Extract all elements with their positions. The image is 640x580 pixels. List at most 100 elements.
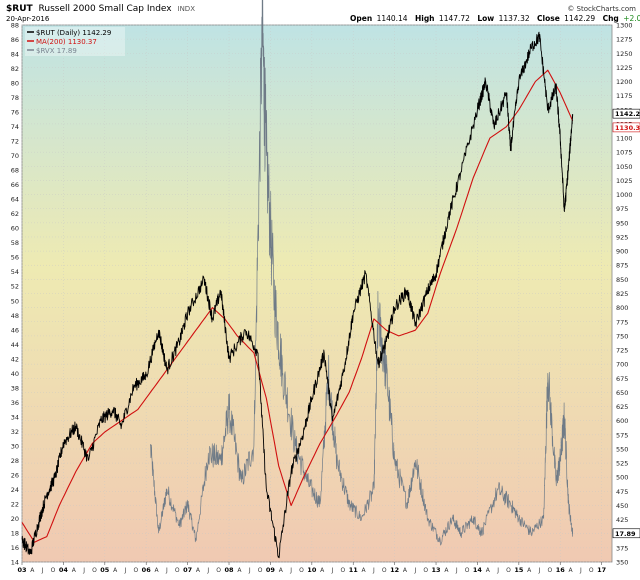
left-tick-label: 24 — [11, 486, 19, 494]
right-tick-label: 650 — [616, 389, 628, 397]
month-label: O — [216, 567, 221, 574]
month-label: J — [579, 567, 582, 574]
month-label: J — [248, 567, 251, 574]
left-tick-label: 76 — [11, 109, 19, 117]
right-tick-label: 1250 — [616, 50, 633, 58]
left-tick-label: 56 — [11, 254, 19, 262]
last-value-tags: 1142.29 1130.37 17.89 — [612, 108, 640, 539]
last-value-box — [612, 108, 640, 119]
left-tick-label: 62 — [11, 210, 19, 218]
right-tick-label: 850 — [616, 276, 628, 284]
right-tick-label: 825 — [616, 290, 628, 298]
legend: $RUT (Daily) 1142.29 MA(200) 1130.37 $RV… — [25, 27, 125, 56]
month-label: O — [548, 567, 553, 574]
year-label: 15 — [514, 566, 524, 574]
left-tick-label: 20 — [11, 515, 19, 523]
left-tick-label: 50 — [11, 297, 19, 305]
left-tick-label: 72 — [11, 138, 19, 146]
month-label: O — [589, 567, 594, 574]
legend-item-price: $RUT (Daily) 1142.29 — [36, 29, 111, 37]
month-label: J — [206, 567, 209, 574]
right-tick-label: 600 — [616, 417, 628, 425]
series-line-ma — [21, 69, 574, 543]
right-tick-label: 725 — [616, 347, 628, 355]
month-label: J — [41, 567, 44, 574]
month-label: A — [362, 567, 367, 574]
right-tick-label: 975 — [616, 205, 628, 213]
left-tick-label: 74 — [11, 123, 19, 131]
month-label: O — [341, 567, 346, 574]
last-value-box — [612, 122, 640, 133]
last-value-tag: 1142.29 — [612, 108, 640, 119]
month-label: J — [455, 567, 458, 574]
legend-item-ma: MA(200) 1130.37 — [36, 38, 97, 46]
right-tick-label: 800 — [616, 304, 628, 312]
right-tick-label: 475 — [616, 488, 628, 496]
month-label: A — [237, 567, 242, 574]
month-label: A — [196, 567, 201, 574]
month-label: O — [175, 567, 180, 574]
right-tick-label: 900 — [616, 248, 628, 256]
left-tick-label: 58 — [11, 239, 19, 247]
last-value-tag: 17.89 — [612, 528, 640, 539]
last-value-label: 17.89 — [615, 530, 636, 538]
left-tick-label: 68 — [11, 167, 19, 175]
brand-label: © StockCharts.com — [567, 5, 636, 13]
left-axis: 14 16 18 20 22 24 26 28 30 32 34 36 38 40 42 44 46 48 50 52… — [11, 22, 19, 567]
month-label: J — [124, 567, 127, 574]
left-tick-label: 84 — [11, 51, 19, 59]
month-label: O — [382, 567, 387, 574]
right-axis: 3503754004254504755005255505756006256506… — [616, 22, 633, 567]
right-tick-label: 425 — [616, 516, 628, 524]
left-tick-label: 46 — [11, 326, 19, 334]
month-label: O — [465, 567, 470, 574]
left-tick-label: 32 — [11, 428, 19, 436]
month-label: O — [51, 567, 56, 574]
left-tick-label: 40 — [11, 370, 19, 378]
right-tick-label: 775 — [616, 318, 628, 326]
year-label: 05 — [100, 566, 110, 574]
month-label: A — [279, 567, 284, 574]
year-label: 03 — [17, 566, 26, 574]
month-label: A — [320, 567, 325, 574]
year-label: 09 — [266, 566, 276, 574]
year-label: 04 — [59, 566, 69, 574]
last-value-label: 1130.37 — [615, 124, 640, 132]
right-tick-label: 550 — [616, 445, 628, 453]
left-tick-label: 80 — [11, 80, 19, 88]
year-label: 13 — [432, 566, 441, 574]
month-label: O — [92, 567, 97, 574]
left-tick-label: 78 — [11, 94, 19, 102]
left-tick-label: 44 — [11, 341, 19, 349]
month-label: A — [72, 567, 77, 574]
right-tick-label: 925 — [616, 233, 628, 241]
right-tick-label: 1000 — [616, 191, 633, 199]
left-tick-label: 86 — [11, 36, 19, 44]
left-tick-label: 66 — [11, 181, 19, 189]
month-label: J — [289, 567, 292, 574]
month-label: O — [133, 567, 138, 574]
right-tick-label: 575 — [616, 431, 628, 439]
right-tick-label: 500 — [616, 474, 628, 482]
month-label: O — [258, 567, 263, 574]
left-tick-label: 52 — [11, 283, 19, 291]
right-tick-label: 1075 — [616, 149, 633, 157]
right-tick-label: 1025 — [616, 177, 633, 185]
right-tick-label: 350 — [616, 559, 628, 567]
year-label: 17 — [597, 566, 606, 574]
left-tick-label: 22 — [11, 500, 19, 508]
left-tick-label: 60 — [11, 225, 19, 233]
right-tick-label: 1050 — [616, 163, 633, 171]
month-label: A — [527, 567, 532, 574]
left-tick-label: 82 — [11, 65, 19, 73]
month-label: J — [496, 567, 499, 574]
month-label: J — [413, 567, 416, 574]
year-label: 16 — [556, 566, 566, 574]
right-tick-label: 450 — [616, 502, 628, 510]
month-label: A — [30, 567, 35, 574]
month-label: J — [372, 567, 375, 574]
left-tick-label: 14 — [11, 559, 19, 567]
left-tick-label: 30 — [11, 442, 19, 450]
grid — [21, 24, 612, 563]
